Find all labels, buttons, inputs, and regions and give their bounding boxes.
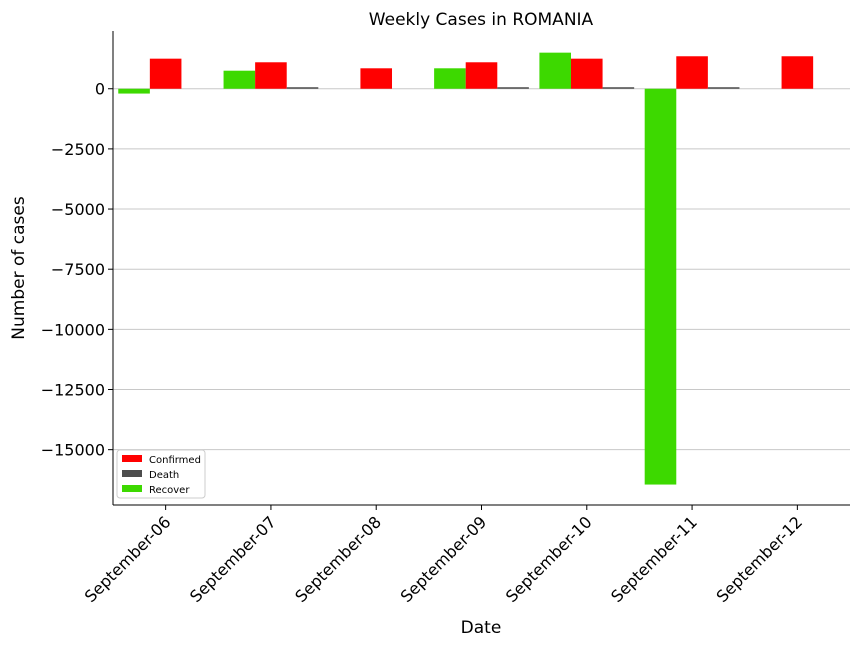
bar-death-september-09 [497, 87, 529, 89]
bar-recover-september-11 [644, 88, 677, 485]
bar-death-september-10 [602, 87, 635, 89]
bar-death-september-11 [707, 87, 740, 89]
y-tick-label: −15000 [41, 441, 105, 460]
bar-confirmed-september-08 [360, 68, 393, 89]
bar-confirmed-september-06 [149, 58, 182, 89]
y-tick-label: −7500 [51, 260, 105, 279]
bar-recover-september-07 [223, 70, 256, 89]
legend-label-confirmed: Confirmed [149, 455, 201, 466]
legend-swatch-death [122, 470, 142, 477]
bar-recover-september-09 [434, 68, 466, 89]
y-tick-label: −12500 [41, 381, 105, 400]
axes [112, 31, 850, 506]
bar-confirmed-september-09 [465, 62, 498, 89]
y-tick-label: −10000 [41, 320, 105, 339]
y-axis-label: Number of cases [9, 196, 29, 340]
y-tick-label: −2500 [51, 140, 105, 159]
bar-confirmed-september-07 [255, 62, 287, 89]
x-tick-label: September-10 [502, 512, 596, 606]
x-axis-label: Date [461, 618, 502, 638]
x-tick-label: September-06 [81, 512, 175, 606]
x-tick-label: September-09 [397, 512, 491, 606]
x-tick-label: September-12 [712, 512, 806, 606]
y-tick-label: −5000 [51, 200, 105, 219]
legend-swatch-recover [122, 485, 142, 492]
chart-title: Weekly Cases in ROMANIA [369, 10, 594, 30]
bars [118, 52, 814, 485]
x-ticks: September-06 September-07 September-08 Sept… [81, 505, 806, 606]
bar-confirmed-september-12 [781, 56, 814, 89]
y-ticks: 0 −2500 −5000 −7500 −10000 −12500 −15000 [41, 80, 113, 460]
bar-confirmed-september-11 [676, 56, 708, 89]
legend: Confirmed Death Recover [116, 449, 206, 499]
x-tick-label: September-07 [186, 512, 280, 606]
legend-label-death: Death [149, 470, 179, 481]
legend-label-recover: Recover [149, 485, 190, 496]
y-tick-label: 0 [95, 80, 105, 99]
grid-lines [113, 88, 850, 451]
bar-confirmed-september-10 [570, 58, 603, 89]
legend-swatch-confirmed [122, 455, 142, 462]
bar-death-september-07 [286, 87, 319, 89]
x-tick-label: September-11 [607, 512, 701, 606]
bar-recover-september-10 [539, 52, 571, 89]
bar-recover-september-06 [118, 88, 150, 94]
x-tick-label: September-08 [291, 512, 385, 606]
